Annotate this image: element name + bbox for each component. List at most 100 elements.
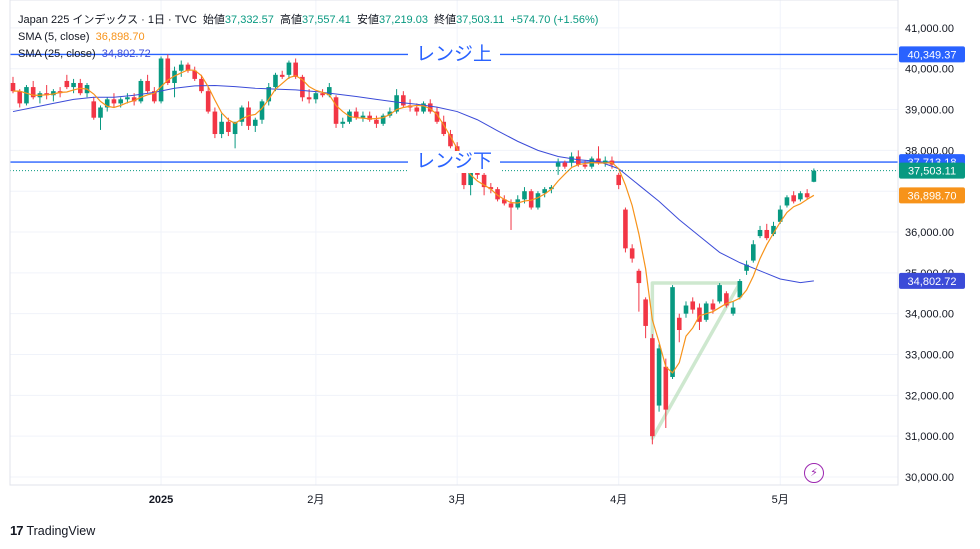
candle-body xyxy=(24,87,29,104)
candle-body xyxy=(697,307,702,322)
candle-body xyxy=(152,91,157,102)
price-tag-box xyxy=(899,162,965,179)
candle-body xyxy=(602,160,608,163)
candle-body xyxy=(138,80,144,102)
candle-body xyxy=(178,64,184,71)
x-tick-label: 4月 xyxy=(610,494,627,506)
candle-body xyxy=(771,225,776,235)
candle-body xyxy=(44,93,49,96)
close-label: 終値 xyxy=(434,14,457,26)
y-tick-label: 41,000.00 xyxy=(905,23,954,35)
sma25-label: SMA (25, close) xyxy=(18,48,96,60)
candle-body xyxy=(118,99,123,104)
candle-body xyxy=(246,107,251,126)
candle-body xyxy=(219,121,224,135)
candle-body xyxy=(576,156,581,165)
open-label: 始値 xyxy=(202,14,225,26)
candle-body xyxy=(656,348,662,406)
sma5-value: 36,898.70 xyxy=(95,31,145,43)
candle-body xyxy=(333,97,339,124)
candle-body xyxy=(690,301,696,310)
tradingview-logo-icon: 17 xyxy=(10,523,24,538)
candle-body xyxy=(629,248,635,259)
price-tag-label: 34,802.72 xyxy=(908,276,957,288)
sma25-value: 34,802.72 xyxy=(101,48,151,60)
candle-body xyxy=(172,70,177,83)
x-tick-label: 5月 xyxy=(772,494,789,506)
candle-body xyxy=(811,170,817,182)
candle-body xyxy=(259,101,265,120)
candle-body xyxy=(448,134,453,147)
candle-body xyxy=(683,305,689,314)
y-tick-label: 40,000.00 xyxy=(905,64,954,76)
range-lines xyxy=(10,53,898,163)
open-value: 37,332.57 xyxy=(224,14,274,26)
candle-body xyxy=(226,121,231,132)
candle-body xyxy=(798,193,803,200)
candle-body xyxy=(353,111,359,118)
candle-body xyxy=(131,97,137,102)
price-tag-label: 40,349.37 xyxy=(908,49,957,61)
flash-icon[interactable]: ⚡ xyxy=(804,463,824,483)
candle-body xyxy=(252,119,258,126)
candle-body xyxy=(273,74,278,88)
candle-body xyxy=(441,121,447,135)
candle-body xyxy=(555,162,561,167)
y-tick-label: 31,000.00 xyxy=(905,431,954,443)
grid xyxy=(10,0,898,485)
y-tick-label: 33,000.00 xyxy=(905,350,954,362)
price-tag-box xyxy=(899,187,965,204)
range-lower-label: レンジ下 xyxy=(408,151,501,173)
candle-body xyxy=(387,111,393,116)
legend-sma5[interactable]: SMA (5, close) 36,898.70 xyxy=(18,30,145,44)
high-label: 高値 xyxy=(279,14,302,26)
candle-body xyxy=(421,103,426,112)
candle-body xyxy=(751,244,756,261)
candle-body xyxy=(427,103,433,112)
candle-body xyxy=(757,229,763,237)
candle-body xyxy=(488,187,494,190)
candle-body xyxy=(111,99,117,104)
candle-body xyxy=(582,164,588,167)
candle-body xyxy=(212,111,218,135)
candle-body xyxy=(528,191,534,208)
high-value: 37,557.41 xyxy=(301,14,351,26)
candle-body xyxy=(522,191,527,200)
y-tick-label: 32,000.00 xyxy=(905,390,954,402)
candle-body xyxy=(434,111,440,122)
x-tick-label: 2月 xyxy=(307,494,324,506)
candle-body xyxy=(394,95,399,112)
low-label: 安値 xyxy=(357,14,380,26)
legend-sma25[interactable]: SMA (25, close) 34,802.72 xyxy=(18,47,151,61)
candle-body xyxy=(508,203,514,208)
symbol-title: Japan 225 インデックス · 1日 · TVC xyxy=(18,14,197,26)
candle-body xyxy=(293,62,298,77)
x-tick-label: 2025 xyxy=(149,494,173,506)
candle-body xyxy=(784,197,790,206)
candle-body xyxy=(125,97,130,100)
candle-body xyxy=(650,338,655,437)
candle-body xyxy=(158,58,164,102)
sma25-line xyxy=(12,84,814,284)
candle-body xyxy=(306,97,312,100)
sma5-label: SMA (5, close) xyxy=(18,31,90,43)
candle-body xyxy=(30,87,36,98)
tradingview-brand[interactable]: 17 TradingView xyxy=(10,523,95,538)
candle-body xyxy=(367,115,372,120)
candle-body xyxy=(374,119,379,124)
candle-body xyxy=(717,285,722,302)
candle-body xyxy=(777,209,783,222)
candle-body xyxy=(360,115,366,118)
candle-body xyxy=(401,95,406,106)
candle-body xyxy=(636,270,642,284)
axes: 30,000.00 31,000.00 32,000.00 33,000.00 34,0… xyxy=(9,0,954,506)
legend-ohlc: Japan 225 インデックス · 1日 · TVC 始値37,332.57 … xyxy=(18,13,598,27)
candle-body xyxy=(165,58,171,83)
candle-body xyxy=(414,107,420,112)
candle-body xyxy=(17,91,23,104)
candle-body xyxy=(616,174,621,186)
price-tags: 40,349.3737,713.1837,503.1136,898.7034,8… xyxy=(899,46,965,289)
candle-body xyxy=(643,299,648,326)
candle-body xyxy=(804,193,810,198)
